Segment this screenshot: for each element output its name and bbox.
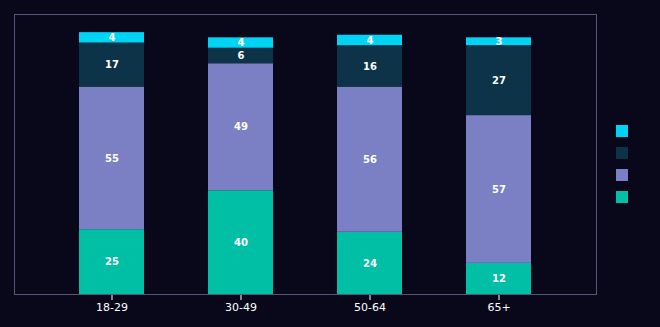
svg-text:25: 25 (105, 256, 119, 267)
svg-text:49: 49 (234, 121, 248, 132)
svg-text:55: 55 (105, 152, 119, 163)
svg-text:12: 12 (492, 273, 506, 284)
svg-text:65+: 65+ (487, 301, 510, 314)
svg-text:17: 17 (105, 59, 119, 70)
svg-text:40: 40 (234, 236, 248, 247)
svg-text:16: 16 (363, 60, 377, 71)
svg-text:30-49: 30-49 (225, 301, 257, 314)
svg-text:3: 3 (496, 35, 503, 46)
svg-text:27: 27 (492, 74, 506, 85)
svg-text:4: 4 (109, 32, 116, 43)
svg-text:57: 57 (492, 183, 506, 194)
svg-text:50-64: 50-64 (354, 301, 386, 314)
svg-text:56: 56 (363, 153, 377, 164)
svg-text:4: 4 (238, 37, 245, 48)
svg-text:6: 6 (238, 50, 245, 61)
svg-text:24: 24 (363, 257, 377, 268)
svg-text:4: 4 (367, 34, 374, 45)
svg-text:18-29: 18-29 (96, 301, 128, 314)
